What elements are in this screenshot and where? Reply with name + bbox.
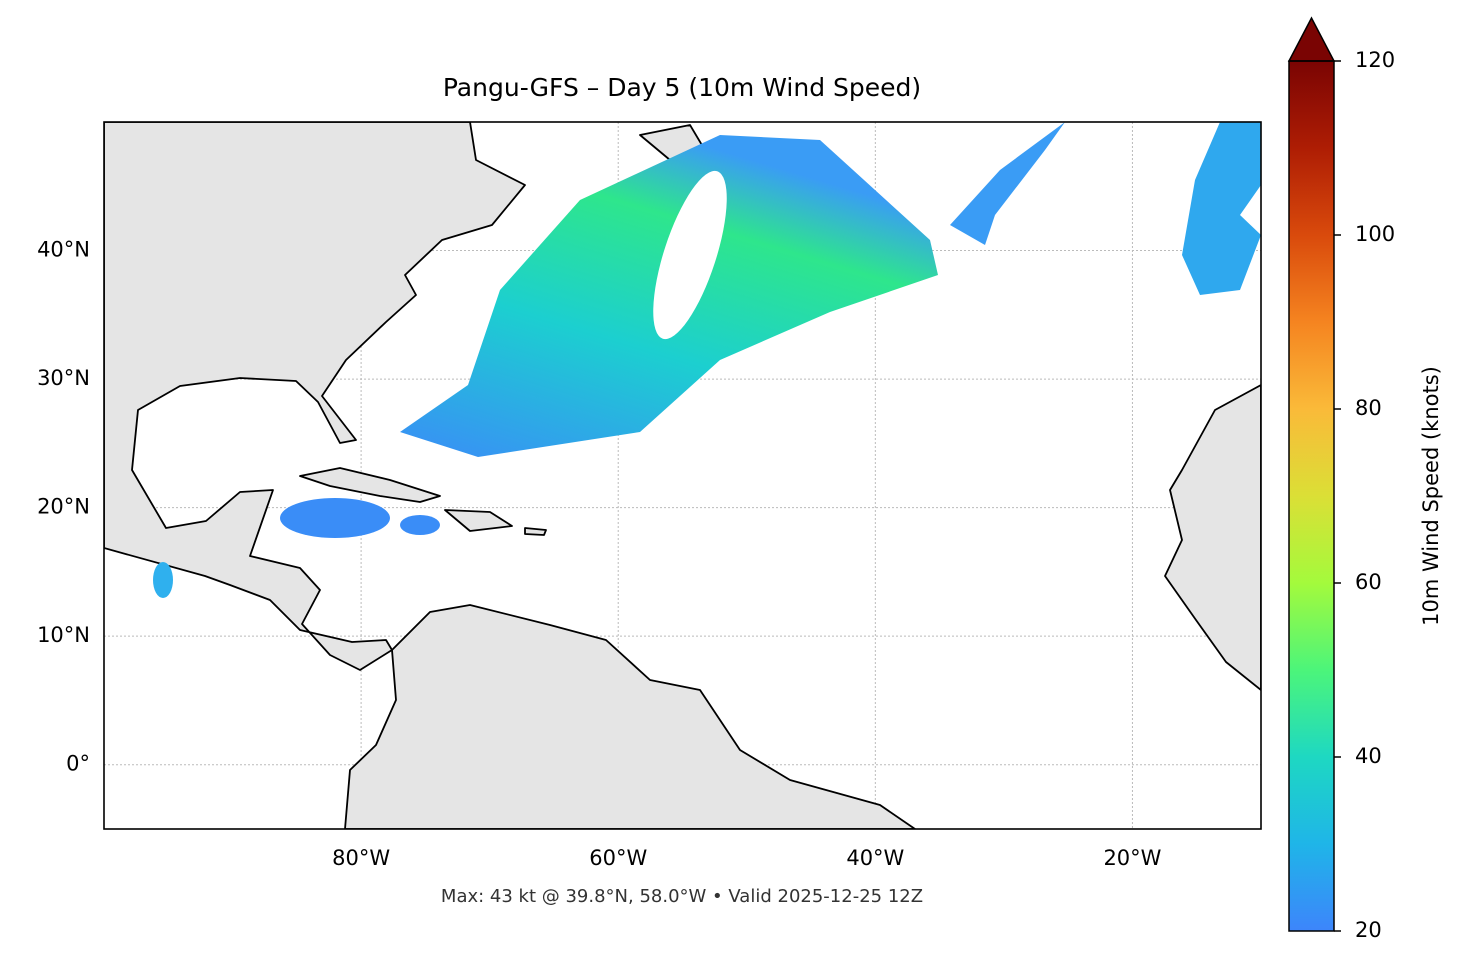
title: Pangu-GFS – Day 5 (10m Wind Speed) (443, 73, 921, 102)
north-america (104, 122, 526, 671)
colorbar-tick-label: 40 (1355, 744, 1382, 768)
y-tick-label: 30°N (37, 366, 90, 390)
x-tick-label: 80°W (332, 846, 390, 870)
map-frame (103, 121, 1262, 830)
africa (1164, 384, 1261, 691)
calm-gap (653, 170, 727, 340)
colorbar-extension (1287, 16, 1336, 62)
x-tick-label: 60°W (589, 846, 647, 870)
x-tick-label: 40°W (846, 846, 904, 870)
hispaniola (444, 509, 513, 532)
colorbar (1289, 61, 1334, 931)
map (104, 122, 1261, 829)
colorbar-label: 10m Wind Speed (knots) (1419, 366, 1443, 626)
wind-patch (153, 562, 173, 598)
south-america (344, 604, 916, 829)
colorbar-frame (1288, 60, 1335, 932)
colorbar-tick-label: 20 (1355, 918, 1382, 942)
footer: Max: 43 kt @ 39.8°N, 58.0°W • Valid 2025… (441, 886, 923, 907)
colorbar-tick-label: 60 (1355, 570, 1382, 594)
y-tick-label: 10°N (37, 623, 90, 647)
y-tick-label: 20°N (37, 495, 90, 519)
cuba (299, 467, 441, 503)
colorbar-tick-label: 120 (1355, 48, 1395, 72)
wind-patch (950, 122, 1065, 245)
wind-patch (400, 515, 440, 535)
x-tick-label: 20°W (1103, 846, 1161, 870)
wind-patch (280, 498, 390, 538)
wind-patch (1182, 122, 1261, 295)
y-tick-label: 40°N (37, 238, 90, 262)
puerto-rico (524, 527, 547, 536)
colorbar-tick-label: 100 (1355, 222, 1395, 246)
colorbar-tick-label: 80 (1355, 396, 1382, 420)
y-tick-label: 0° (66, 752, 90, 776)
